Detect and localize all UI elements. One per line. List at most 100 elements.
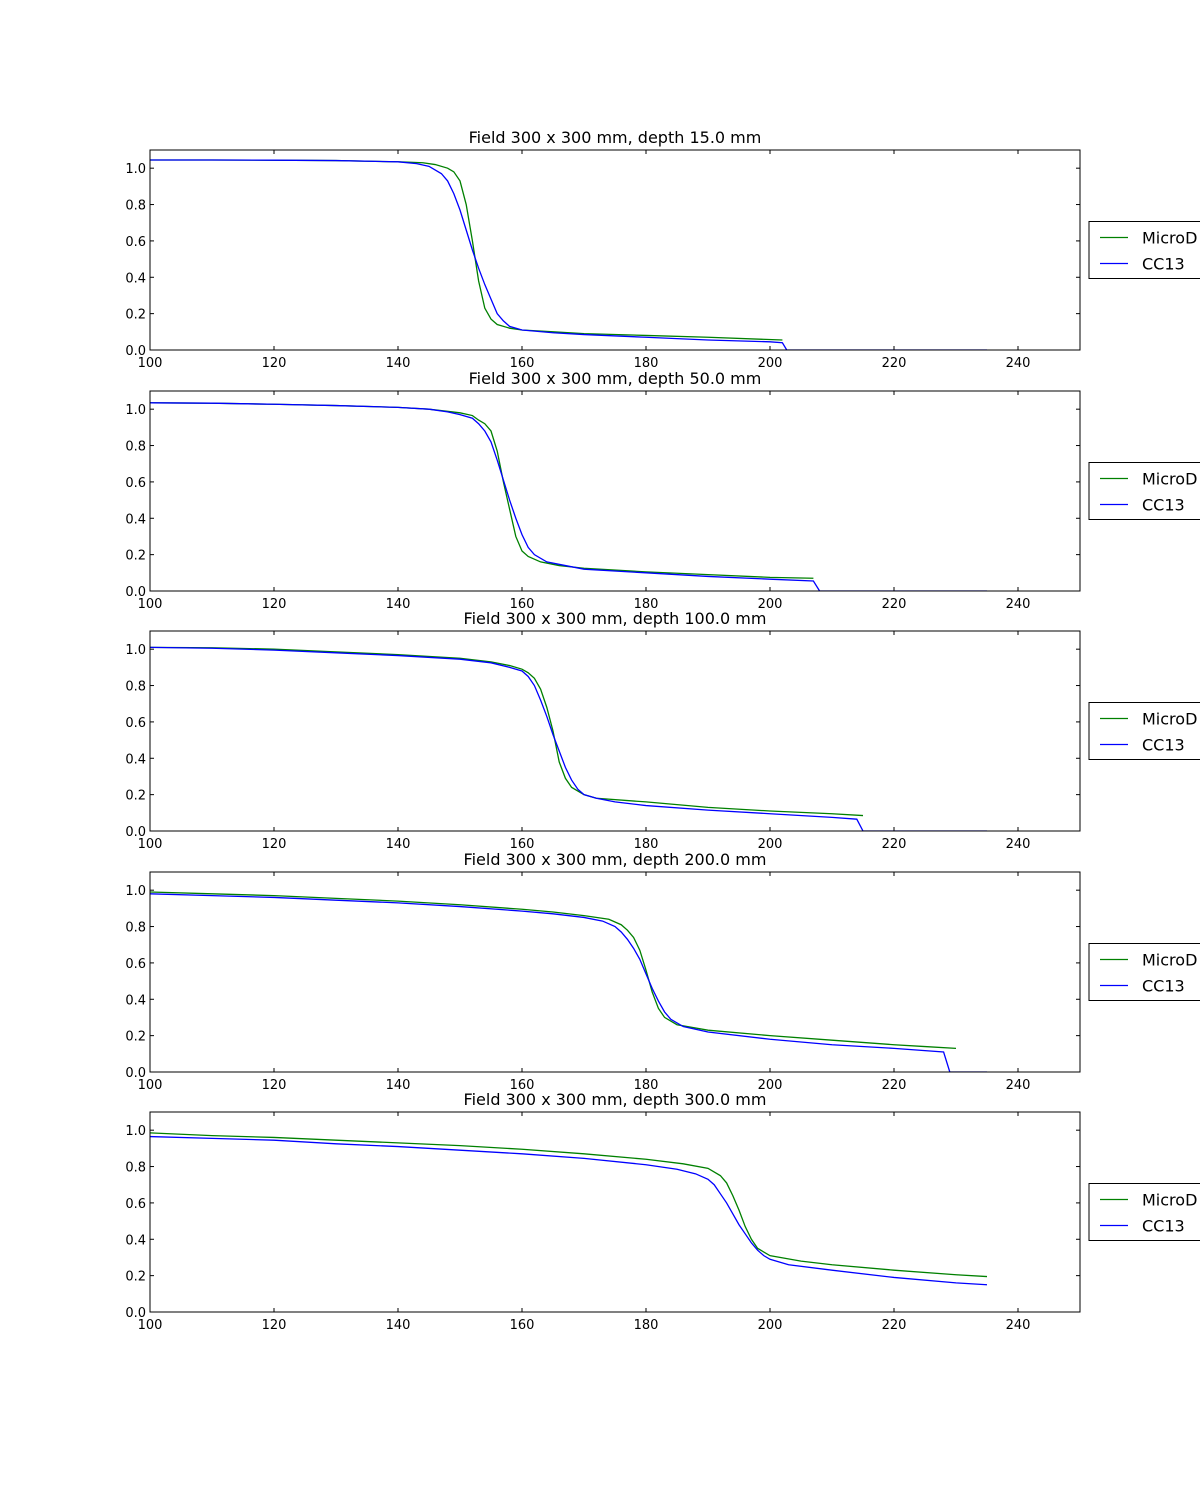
x-tick-label: 140: [386, 837, 411, 852]
y-tick-label: 0.0: [125, 1066, 146, 1081]
y-tick-label: 1.0: [125, 884, 146, 899]
legend-box: [1088, 702, 1200, 760]
legend: MicroD CC13: [1088, 943, 1200, 1001]
x-tick-label: 200: [758, 1318, 783, 1333]
chart-title: Field 300 x 300 mm, depth 300.0 mm: [464, 1090, 767, 1109]
x-tick-label: 200: [758, 356, 783, 371]
series-line-microd: [150, 1132, 988, 1278]
x-tick-label: 100: [138, 837, 163, 852]
x-tick-label: 160: [510, 356, 535, 371]
x-tick-label: 100: [138, 356, 163, 371]
chart-title: Field 300 x 300 mm, depth 50.0 mm: [469, 369, 762, 388]
x-tick-label: 180: [634, 356, 659, 371]
x-tick-label: 200: [758, 597, 783, 612]
y-tick-label: 1.0: [125, 403, 146, 418]
series-line-cc13: [150, 402, 987, 591]
y-tick-label: 0.6: [125, 476, 146, 491]
legend-label: CC13: [1142, 977, 1185, 996]
x-tick-label: 140: [386, 597, 411, 612]
x-tick-label: 220: [882, 837, 907, 852]
x-tick-label: 200: [758, 1078, 783, 1093]
y-tick-label: 0.4: [125, 752, 146, 767]
y-tick-label: 0.8: [125, 199, 146, 214]
legend-label: MicroD: [1142, 951, 1197, 970]
y-tick-label: 0.2: [125, 1270, 146, 1285]
series-line-cc13: [150, 1135, 988, 1286]
y-tick-label: 0.6: [125, 235, 146, 250]
series-line-cc13: [150, 646, 987, 831]
series-line-microd: [150, 646, 864, 817]
legend-label: CC13: [1142, 496, 1185, 515]
legend: MicroD CC13: [1088, 221, 1200, 279]
x-tick-label: 160: [510, 837, 535, 852]
x-tick-label: 240: [1006, 597, 1031, 612]
chart-title: Field 300 x 300 mm, depth 100.0 mm: [464, 609, 767, 628]
x-tick-label: 120: [262, 1078, 287, 1093]
legend-box: [1088, 943, 1200, 1001]
legend-label: MicroD: [1142, 710, 1197, 729]
chart-title: Field 300 x 300 mm, depth 200.0 mm: [464, 850, 767, 869]
axes-frame: [149, 149, 1081, 351]
y-tick-label: 0.4: [125, 271, 146, 286]
series-line-microd: [150, 159, 783, 341]
legend-label: CC13: [1142, 255, 1185, 274]
x-tick-label: 240: [1006, 837, 1031, 852]
x-tick-label: 180: [634, 1318, 659, 1333]
x-tick-label: 100: [138, 1078, 163, 1093]
x-tick-label: 120: [262, 1318, 287, 1333]
x-tick-label: 180: [634, 837, 659, 852]
y-tick-label: 0.6: [125, 716, 146, 731]
series-line-microd: [150, 402, 814, 579]
subplot: Field 300 x 300 mm, depth 50.0 mm 100 120 1…: [125, 369, 1200, 612]
y-tick-label: 0.4: [125, 512, 146, 527]
axes-frame: [149, 630, 1081, 832]
legend: MicroD CC13: [1088, 702, 1200, 760]
legend: MicroD CC13: [1088, 462, 1200, 520]
y-tick-label: 0.8: [125, 1161, 146, 1176]
y-tick-label: 0.4: [125, 1233, 146, 1248]
axes-frame: [149, 871, 1081, 1073]
y-tick-label: 0.4: [125, 993, 146, 1008]
y-tick-label: 0.0: [125, 344, 146, 359]
y-tick-label: 0.2: [125, 1030, 146, 1045]
x-tick-label: 220: [882, 356, 907, 371]
x-tick-label: 140: [386, 356, 411, 371]
y-tick-label: 0.8: [125, 921, 146, 936]
y-tick-label: 0.8: [125, 680, 146, 695]
axes-frame: [149, 1111, 1081, 1313]
y-tick-label: 0.8: [125, 440, 146, 455]
x-tick-label: 160: [510, 1318, 535, 1333]
y-tick-label: 0.2: [125, 308, 146, 323]
chart-title: Field 300 x 300 mm, depth 15.0 mm: [469, 128, 762, 147]
y-tick-label: 0.6: [125, 1197, 146, 1212]
x-tick-label: 160: [510, 1078, 535, 1093]
x-tick-label: 140: [386, 1078, 411, 1093]
x-tick-label: 220: [882, 597, 907, 612]
subplot: Field 300 x 300 mm, depth 100.0 mm 100 120…: [125, 609, 1200, 852]
legend-box: [1088, 221, 1200, 279]
legend-label: MicroD: [1142, 229, 1197, 248]
series-line-cc13: [150, 159, 987, 350]
y-tick-label: 0.2: [125, 789, 146, 804]
x-tick-label: 120: [262, 356, 287, 371]
x-tick-label: 240: [1006, 1318, 1031, 1333]
x-tick-label: 220: [882, 1078, 907, 1093]
x-tick-label: 160: [510, 597, 535, 612]
x-tick-label: 100: [138, 597, 163, 612]
x-tick-label: 240: [1006, 1078, 1031, 1093]
y-tick-label: 0.0: [125, 825, 146, 840]
legend-label: MicroD: [1142, 1191, 1197, 1210]
legend: MicroD CC13: [1088, 1183, 1200, 1241]
legend-box: [1088, 1183, 1200, 1241]
y-tick-label: 0.2: [125, 549, 146, 564]
x-tick-label: 120: [262, 597, 287, 612]
legend-label: MicroD: [1142, 470, 1197, 489]
legend-label: CC13: [1142, 1217, 1185, 1236]
axes-frame: [149, 390, 1081, 592]
y-tick-label: 0.0: [125, 1306, 146, 1321]
series-line-cc13: [150, 893, 987, 1072]
y-tick-label: 0.0: [125, 585, 146, 600]
x-tick-label: 220: [882, 1318, 907, 1333]
series-line-microd: [150, 891, 957, 1050]
